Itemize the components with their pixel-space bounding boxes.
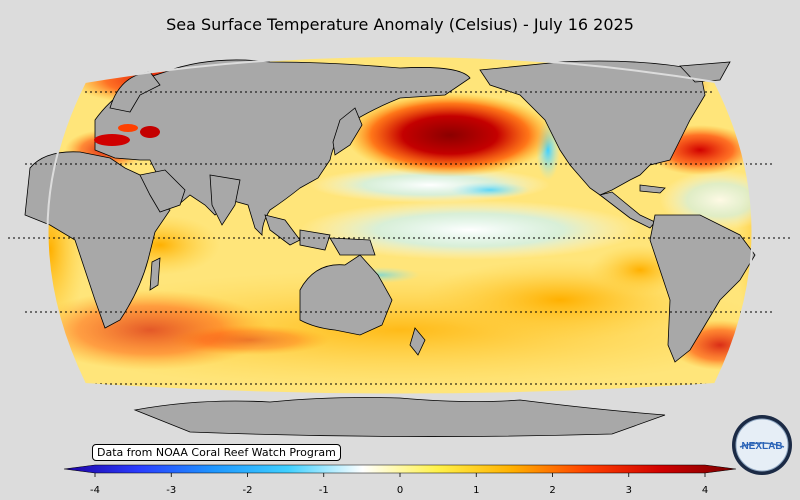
colorbar-tick-label: -3 — [166, 485, 176, 496]
land-layer — [24, 59, 756, 437]
colorbar-tick-label: 1 — [473, 485, 479, 496]
japan — [332, 107, 363, 156]
india — [209, 174, 241, 226]
colorbar-tick-label: -4 — [90, 485, 100, 496]
antarctica — [133, 397, 666, 437]
graticule — [8, 91, 792, 385]
colorbar-tick-label: 3 — [626, 485, 632, 496]
new-zealand — [409, 327, 426, 356]
colorbar-tick-label: -1 — [319, 485, 329, 496]
arabia — [139, 169, 186, 213]
colorbar-tick-label: 4 — [702, 485, 708, 496]
colorbar-tick-label: 0 — [397, 485, 403, 496]
north-pacific-heatwave — [345, 93, 555, 177]
indonesia — [264, 214, 376, 256]
nexlab-logo: NEXLAB — [732, 415, 792, 475]
south-america — [649, 214, 756, 363]
cuba — [639, 184, 666, 194]
colorbar-tick-label: -2 — [243, 485, 253, 496]
colorbar-scale — [63, 464, 737, 474]
eurasia — [94, 59, 471, 236]
map-title: Sea Surface Temperature Anomaly (Celsius… — [166, 15, 634, 34]
logo-text: NEXLAB — [741, 441, 782, 452]
data-source-label: Data from NOAA Coral Reef Watch Program — [92, 444, 341, 461]
colorbar: -4 -3 -2 -1 0 1 2 3 4 — [63, 464, 737, 496]
madagascar — [149, 257, 161, 291]
africa — [24, 151, 171, 329]
north-america — [479, 60, 706, 196]
greenland — [679, 61, 731, 83]
colorbar-tick-label: 2 — [549, 485, 555, 496]
colorbar-ticks: -4 -3 -2 -1 0 1 2 3 4 — [90, 473, 708, 496]
